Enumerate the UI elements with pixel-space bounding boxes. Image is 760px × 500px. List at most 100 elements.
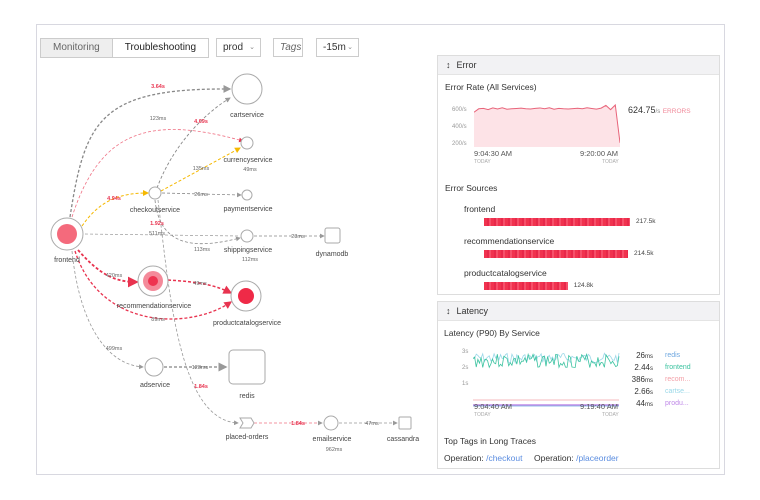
edge-label: 1.84s xyxy=(291,421,305,427)
node-shippingservice[interactable] xyxy=(240,229,254,243)
label-productcatalogservice: productcatalogservice xyxy=(213,320,281,327)
latency-panel: ↕ Latency Latency (P90) By Service 3s 2s … xyxy=(437,301,720,469)
edge-label: 112ms xyxy=(242,257,258,263)
time-range-select[interactable]: -15m ⌄ xyxy=(316,38,359,57)
x-end-sub: TODAY xyxy=(602,412,619,418)
x-start-label: 9:04:40 AM xyxy=(474,402,512,411)
label-emailservice: emailservice xyxy=(313,436,352,443)
label-paymentservice: paymentservice xyxy=(223,206,272,213)
node-redis[interactable] xyxy=(228,349,266,385)
x-start-label: 9:04:30 AM xyxy=(474,149,512,158)
y-tick: 1s xyxy=(462,381,469,387)
error-source-bar[interactable] xyxy=(484,282,568,290)
label-recommendationservice: recommendationservice xyxy=(117,303,191,310)
tag-key: Operation: xyxy=(534,453,574,463)
y-tick: 400/s xyxy=(452,124,467,130)
edge-recommendation-productcatalog[interactable] xyxy=(167,279,233,294)
edge-label: 47ms xyxy=(365,421,379,427)
edge-checkout-cart[interactable] xyxy=(156,97,231,189)
error-panel-header[interactable]: ↕ Error xyxy=(438,56,719,75)
edge-label: 89ms xyxy=(151,317,165,323)
current-error-rate: 624.75/s ERRORS xyxy=(628,105,691,115)
node-checkoutservice[interactable] xyxy=(148,186,162,200)
latency-legend-value: 44ms xyxy=(636,399,653,408)
error-source-name: recommendationservice xyxy=(464,236,555,246)
edge-label: 113ms xyxy=(194,247,210,253)
environment-select[interactable]: prod ⌄ xyxy=(216,38,261,57)
latency-legend-value: 386ms xyxy=(631,375,653,384)
x-end-sub: TODAY xyxy=(602,159,619,165)
service-map: frontend cartservice currencyservice che… xyxy=(50,73,419,453)
error-rate-area xyxy=(474,104,620,147)
error-rate-unit: /s xyxy=(655,109,661,115)
node-paymentservice[interactable] xyxy=(241,189,253,201)
latency-series-line xyxy=(473,352,620,369)
mode-toggle: Monitoring Troubleshooting xyxy=(40,38,210,58)
edge-label: 499ms xyxy=(106,346,123,352)
latency-panel-title: Latency xyxy=(456,306,489,316)
node-cassandra[interactable] xyxy=(398,416,412,430)
y-tick: 600/s xyxy=(452,107,467,113)
node-currencyservice[interactable] xyxy=(240,136,254,150)
error-panel-title: Error xyxy=(456,60,477,70)
x-start-sub: TODAY xyxy=(474,159,491,165)
node-adservice[interactable] xyxy=(144,357,164,377)
label-checkoutservice: checkoutservice xyxy=(130,207,180,214)
edge-frontend-ad[interactable] xyxy=(71,250,144,370)
tag-key: Operation: xyxy=(444,453,484,463)
error-source-bar[interactable] xyxy=(484,218,630,226)
latency-legend-service[interactable]: recom... xyxy=(665,376,691,383)
error-source-name: frontend xyxy=(464,204,496,214)
label-redis: redis xyxy=(239,393,255,400)
latency-chart xyxy=(473,352,620,407)
latency-panel-header[interactable]: ↕ Latency xyxy=(438,302,719,321)
error-panel: ↕ Error Error Rate (All Services) 600/s 4… xyxy=(437,55,720,295)
edge-label: 49ms xyxy=(193,281,207,287)
tag-operation-placeorder: Operation: /placeorder xyxy=(534,453,619,463)
latency-legend-service[interactable]: frontend xyxy=(665,364,691,371)
node-dynamodb[interactable] xyxy=(324,227,341,244)
x-end-label: 9:19:40 AM xyxy=(580,402,618,411)
tags-input[interactable]: Tags xyxy=(273,38,303,57)
node-emailservice[interactable] xyxy=(323,415,339,431)
edge-frontend-currency[interactable] xyxy=(71,129,244,218)
error-rate-chart xyxy=(474,103,620,147)
error-source-count: 217.5k xyxy=(636,218,656,225)
latency-legend-service[interactable]: redis xyxy=(665,352,681,359)
label-frontend: frontend xyxy=(54,257,80,264)
label-cartservice: cartservice xyxy=(230,112,264,119)
edge-checkout-shipping[interactable] xyxy=(154,199,241,245)
tag-value-link[interactable]: /checkout xyxy=(486,453,523,463)
node-placed-orders[interactable] xyxy=(239,417,255,429)
node-cartservice[interactable] xyxy=(231,73,263,105)
label-placed-orders: placed-orders xyxy=(226,434,269,441)
time-range-value: -15m xyxy=(323,42,346,53)
edge-label: 123ms xyxy=(150,116,167,122)
error-rate-title: Error Rate (All Services) xyxy=(445,82,537,92)
environment-value: prod xyxy=(223,42,244,53)
edge-label: 135ms xyxy=(193,166,210,172)
y-tick: 3s xyxy=(462,349,469,355)
error-rate-value: 624.75 xyxy=(628,105,656,115)
edge-label: 26ms xyxy=(194,192,208,198)
edge-frontend-productcatalog[interactable] xyxy=(74,250,233,320)
tag-operation-checkout: Operation: /checkout xyxy=(444,453,522,463)
edge-checkout-payment[interactable] xyxy=(161,192,242,198)
latency-legend-service[interactable]: produ... xyxy=(665,400,689,407)
edge-label: 4.94s xyxy=(107,196,121,202)
latency-legend-service[interactable]: cartse... xyxy=(665,388,690,395)
error-source-bar[interactable] xyxy=(484,250,628,258)
error-source-name: productcatalogservice xyxy=(464,268,547,278)
tab-monitoring[interactable]: Monitoring xyxy=(53,42,100,53)
tab-troubleshooting[interactable]: Troubleshooting xyxy=(111,39,209,57)
tag-value-link[interactable]: /placeorder xyxy=(576,453,619,463)
latency-legend-value: 2.44s xyxy=(634,363,653,372)
x-end-label: 9:20:00 AM xyxy=(580,149,618,158)
y-tick: 200/s xyxy=(452,141,467,147)
edge-label: 3.64s xyxy=(151,84,165,90)
label-dynamodb: dynamodb xyxy=(316,251,349,258)
label-shippingservice: shippingservice xyxy=(224,247,272,254)
latency-chart-title: Latency (P90) By Service xyxy=(444,328,540,338)
error-rate-label: ERRORS xyxy=(662,108,691,115)
x-start-sub: TODAY xyxy=(474,412,491,418)
